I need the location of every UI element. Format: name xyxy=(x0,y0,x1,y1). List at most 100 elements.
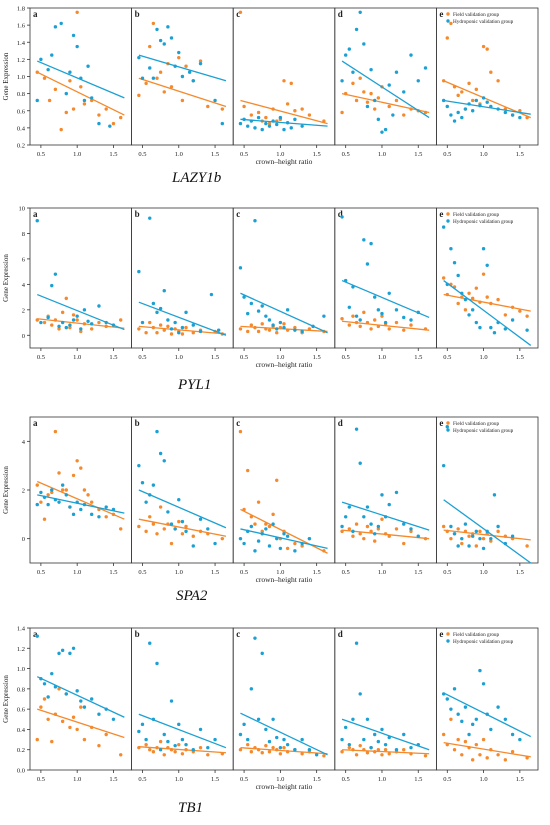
y-tick-label-lazy1b-2: 0.6 xyxy=(17,108,26,115)
point-pyl1-c-hydro-7 xyxy=(264,314,268,318)
point-pyl1-a-hydro-7 xyxy=(64,325,68,330)
point-lazy1b-d-hydro-5 xyxy=(358,10,362,14)
x-tick-label-spa2-e-1: 1.0 xyxy=(480,569,488,576)
point-tb1-d-hydro-11 xyxy=(380,727,384,732)
y-tick-label-tb1-3: 0.6 xyxy=(17,707,26,714)
point-spa2-d-hydro-8 xyxy=(369,522,373,526)
point-tb1-c-hydro-16 xyxy=(307,748,312,752)
panel-frame-spa2-a xyxy=(29,416,132,564)
point-tb1-e-field-0 xyxy=(441,732,446,737)
point-pyl1-a-field-9 xyxy=(71,313,76,317)
point-spa2-c-field-9 xyxy=(271,512,275,517)
point-lazy1b-d-hydro-15 xyxy=(394,70,399,74)
point-lazy1b-d-hydro-1 xyxy=(343,53,348,57)
point-pyl1-e-hydro-2 xyxy=(449,247,453,251)
point-spa2-b-hydro-7 xyxy=(162,459,166,463)
point-lazy1b-b-hydro-14 xyxy=(198,61,203,66)
x-axis-label-tb1: crown–height ratio xyxy=(256,782,313,791)
point-lazy1b-c-hydro-7 xyxy=(264,121,268,126)
trendline-tb1-d-hydro xyxy=(341,718,430,751)
x-tick-label-pyl1-d-0: 0.5 xyxy=(342,354,350,361)
point-pyl1-e-field-8 xyxy=(470,296,475,301)
x-tick-label-lazy1b-c-0: 0.5 xyxy=(240,151,248,158)
point-tb1-a-field-16 xyxy=(104,732,108,737)
point-tb1-a-hydro-6 xyxy=(57,651,61,656)
point-tb1-b-field-15 xyxy=(206,753,210,757)
point-pyl1-a-field-8 xyxy=(68,325,72,330)
point-pyl1-a-hydro-12 xyxy=(82,308,87,312)
point-lazy1b-c-hydro-5 xyxy=(256,115,261,120)
point-lazy1b-a-hydro-9 xyxy=(75,44,79,49)
point-tb1-a-field-10 xyxy=(71,715,76,719)
y-tick-label-pyl1-2: 4 xyxy=(22,282,26,289)
point-pyl1-e-hydro-13 xyxy=(489,325,493,330)
x-tick-label-tb1-d-0: 0.5 xyxy=(342,776,350,783)
legend-label-hydro-lazy1b: Hydroponic validation group xyxy=(453,19,514,25)
point-spa2-c-field-6 xyxy=(260,529,264,534)
legend-marker-field-tb1 xyxy=(446,632,450,636)
point-spa2-d-field-9 xyxy=(376,527,381,531)
point-tb1-d-hydro-2 xyxy=(347,742,352,747)
point-tb1-b-field-11 xyxy=(180,752,185,756)
point-spa2-d-hydro-14 xyxy=(394,490,399,495)
legend-marker-hydro-lazy1b xyxy=(446,19,450,23)
y-tick-label-tb1-0: 0.0 xyxy=(17,768,25,775)
trendline-spa2-c-field xyxy=(240,508,328,554)
point-tb1-e-hydro-9 xyxy=(474,717,479,721)
point-lazy1b-b-hydro-6 xyxy=(162,42,166,46)
point-spa2-d-field-1 xyxy=(347,527,352,531)
point-spa2-a-field-11 xyxy=(75,459,79,463)
point-pyl1-d-hydro-7 xyxy=(365,262,370,266)
point-tb1-a-hydro-12 xyxy=(79,699,83,703)
y-tick-label-tb1-4: 0.8 xyxy=(17,686,25,693)
point-tb1-d-field-14 xyxy=(402,748,406,752)
point-tb1-d-hydro-0 xyxy=(340,737,344,742)
point-tb1-d-field-11 xyxy=(383,748,388,752)
x-tick-label-pyl1-e-0: 0.5 xyxy=(443,354,451,361)
y-tick-label-lazy1b-7: 1.6 xyxy=(17,23,26,30)
point-pyl1-a-hydro-8 xyxy=(68,323,72,327)
point-lazy1b-b-field-3 xyxy=(151,21,156,26)
panel-letter-pyl1-e: e xyxy=(439,209,443,219)
point-pyl1-b-hydro-9 xyxy=(173,320,177,325)
point-tb1-a-field-9 xyxy=(68,725,72,730)
point-lazy1b-c-field-0 xyxy=(238,10,243,14)
point-tb1-b-hydro-12 xyxy=(180,737,185,742)
point-tb1-c-field-11 xyxy=(282,745,286,750)
point-spa2-a-hydro-0 xyxy=(35,502,39,507)
point-tb1-c-hydro-15 xyxy=(300,737,304,742)
point-tb1-e-field-4 xyxy=(456,737,460,742)
point-lazy1b-d-hydro-17 xyxy=(409,53,413,57)
point-tb1-e-field-14 xyxy=(496,753,500,757)
point-lazy1b-d-hydro-4 xyxy=(354,27,359,32)
point-lazy1b-b-hydro-1 xyxy=(140,76,145,80)
point-tb1-d-hydro-14 xyxy=(394,748,399,752)
point-tb1-a-hydro-0 xyxy=(35,634,39,638)
x-tick-label-pyl1-a-1: 1.0 xyxy=(73,354,81,361)
point-lazy1b-e-field-13 xyxy=(489,70,493,74)
point-lazy1b-c-field-15 xyxy=(307,113,312,117)
point-pyl1-a-field-1 xyxy=(42,320,47,325)
point-tb1-a-field-1 xyxy=(39,705,43,709)
point-pyl1-a-field-16 xyxy=(119,318,123,322)
point-tb1-b-hydro-16 xyxy=(206,745,210,750)
trendline-pyl1-b-field xyxy=(138,325,226,335)
point-pyl1-a-field-13 xyxy=(89,327,94,331)
point-spa2-d-hydro-15 xyxy=(402,522,406,526)
point-lazy1b-d-field-8 xyxy=(373,107,377,111)
point-pyl1-e-field-4 xyxy=(456,301,460,306)
x-tick-label-pyl1-d-1: 1.0 xyxy=(378,354,386,361)
point-lazy1b-e-field-7 xyxy=(467,81,471,86)
point-spa2-b-field-4 xyxy=(155,532,159,536)
x-tick-label-lazy1b-a-2: 1.5 xyxy=(109,151,117,158)
point-tb1-b-hydro-6 xyxy=(158,748,163,752)
point-pyl1-e-field-14 xyxy=(496,297,500,302)
point-pyl1-d-hydro-8 xyxy=(369,241,373,246)
point-lazy1b-b-field-5 xyxy=(158,70,163,74)
point-tb1-d-field-4 xyxy=(358,743,362,748)
point-tb1-c-hydro-13 xyxy=(285,742,290,747)
point-spa2-a-field-0 xyxy=(35,483,39,487)
trendline-tb1-a-field xyxy=(37,708,125,739)
x-tick-label-lazy1b-d-2: 1.5 xyxy=(414,151,422,158)
point-spa2-e-field-7 xyxy=(467,534,471,538)
